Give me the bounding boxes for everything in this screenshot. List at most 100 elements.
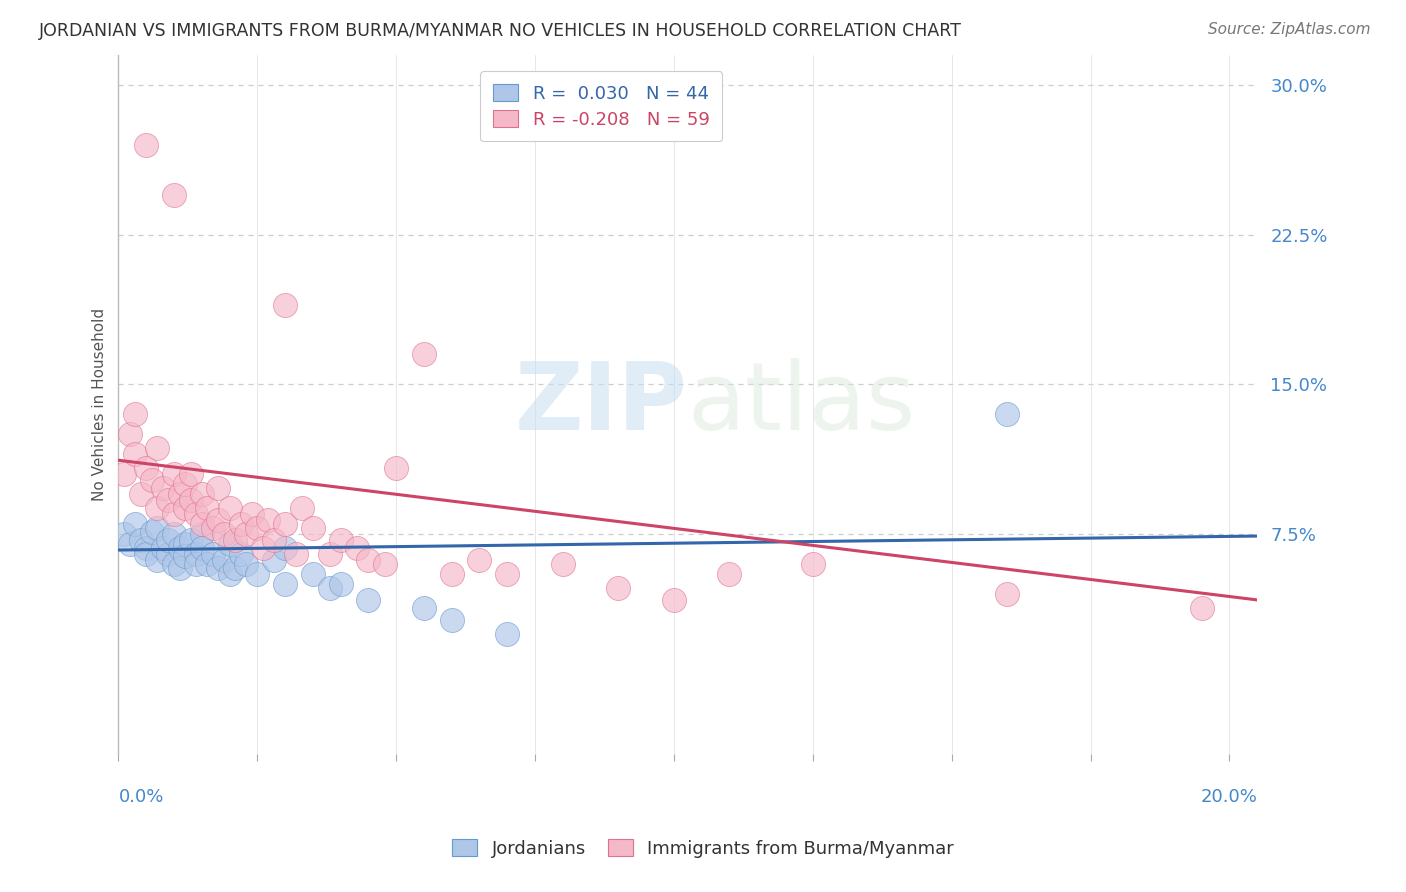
Point <box>218 566 240 581</box>
Point <box>329 577 352 591</box>
Point <box>318 581 340 595</box>
Point <box>141 524 163 539</box>
Point <box>385 461 408 475</box>
Point <box>174 477 197 491</box>
Point <box>274 297 297 311</box>
Point <box>496 566 519 581</box>
Point <box>801 557 824 571</box>
Point <box>169 487 191 501</box>
Point <box>357 553 380 567</box>
Point <box>218 537 240 551</box>
Point <box>1191 600 1213 615</box>
Point <box>135 547 157 561</box>
Point <box>229 517 252 532</box>
Point <box>718 566 741 581</box>
Point <box>218 501 240 516</box>
Point <box>186 507 208 521</box>
Text: atlas: atlas <box>688 359 917 450</box>
Point <box>995 587 1018 601</box>
Point <box>440 566 463 581</box>
Point <box>112 467 135 482</box>
Point <box>135 541 157 555</box>
Point <box>413 347 436 361</box>
Point <box>124 517 146 532</box>
Point <box>207 481 229 495</box>
Point <box>195 501 218 516</box>
Point <box>291 501 314 516</box>
Text: 0.0%: 0.0% <box>118 789 165 806</box>
Point <box>124 447 146 461</box>
Text: Source: ZipAtlas.com: Source: ZipAtlas.com <box>1208 22 1371 37</box>
Point <box>191 541 214 555</box>
Point <box>207 561 229 575</box>
Point <box>146 501 169 516</box>
Point <box>318 547 340 561</box>
Point <box>195 557 218 571</box>
Point <box>246 566 269 581</box>
Point <box>374 557 396 571</box>
Point <box>357 593 380 607</box>
Legend: R =  0.030   N = 44, R = -0.208   N = 59: R = 0.030 N = 44, R = -0.208 N = 59 <box>481 71 723 141</box>
Point <box>551 557 574 571</box>
Point <box>146 521 169 535</box>
Point <box>346 541 368 555</box>
Point <box>274 517 297 532</box>
Point <box>235 557 257 571</box>
Point <box>246 521 269 535</box>
Point <box>174 549 197 563</box>
Point <box>274 541 297 555</box>
Point <box>186 547 208 561</box>
Point <box>257 513 280 527</box>
Point <box>191 517 214 532</box>
Legend: Jordanians, Immigrants from Burma/Myanmar: Jordanians, Immigrants from Burma/Myanma… <box>443 830 963 867</box>
Point <box>302 566 325 581</box>
Point <box>607 581 630 595</box>
Point <box>496 627 519 641</box>
Point <box>163 187 186 202</box>
Point <box>207 513 229 527</box>
Point <box>174 501 197 516</box>
Point <box>129 533 152 547</box>
Point <box>163 467 186 482</box>
Point <box>229 547 252 561</box>
Point <box>163 527 186 541</box>
Point <box>169 561 191 575</box>
Text: ZIP: ZIP <box>515 359 688 450</box>
Point <box>191 527 214 541</box>
Point <box>169 541 191 555</box>
Point <box>662 593 685 607</box>
Point <box>146 442 169 456</box>
Point <box>995 407 1018 421</box>
Point <box>285 547 308 561</box>
Point <box>302 521 325 535</box>
Point <box>157 533 180 547</box>
Point <box>180 467 202 482</box>
Text: 20.0%: 20.0% <box>1201 789 1257 806</box>
Point <box>413 600 436 615</box>
Point <box>212 553 235 567</box>
Point <box>157 493 180 508</box>
Point <box>224 561 246 575</box>
Point <box>129 487 152 501</box>
Point <box>157 547 180 561</box>
Point <box>180 493 202 508</box>
Point <box>135 137 157 152</box>
Point <box>252 541 274 555</box>
Point <box>180 533 202 547</box>
Point <box>152 541 174 555</box>
Point <box>212 527 235 541</box>
Point <box>141 473 163 487</box>
Point <box>224 533 246 547</box>
Point <box>235 527 257 541</box>
Point <box>240 507 263 521</box>
Point <box>274 577 297 591</box>
Point <box>263 553 285 567</box>
Point <box>124 407 146 421</box>
Point <box>118 537 141 551</box>
Point <box>163 507 186 521</box>
Point <box>191 487 214 501</box>
Point <box>201 521 224 535</box>
Y-axis label: No Vehicles in Household: No Vehicles in Household <box>93 308 107 501</box>
Point <box>263 533 285 547</box>
Point <box>440 613 463 627</box>
